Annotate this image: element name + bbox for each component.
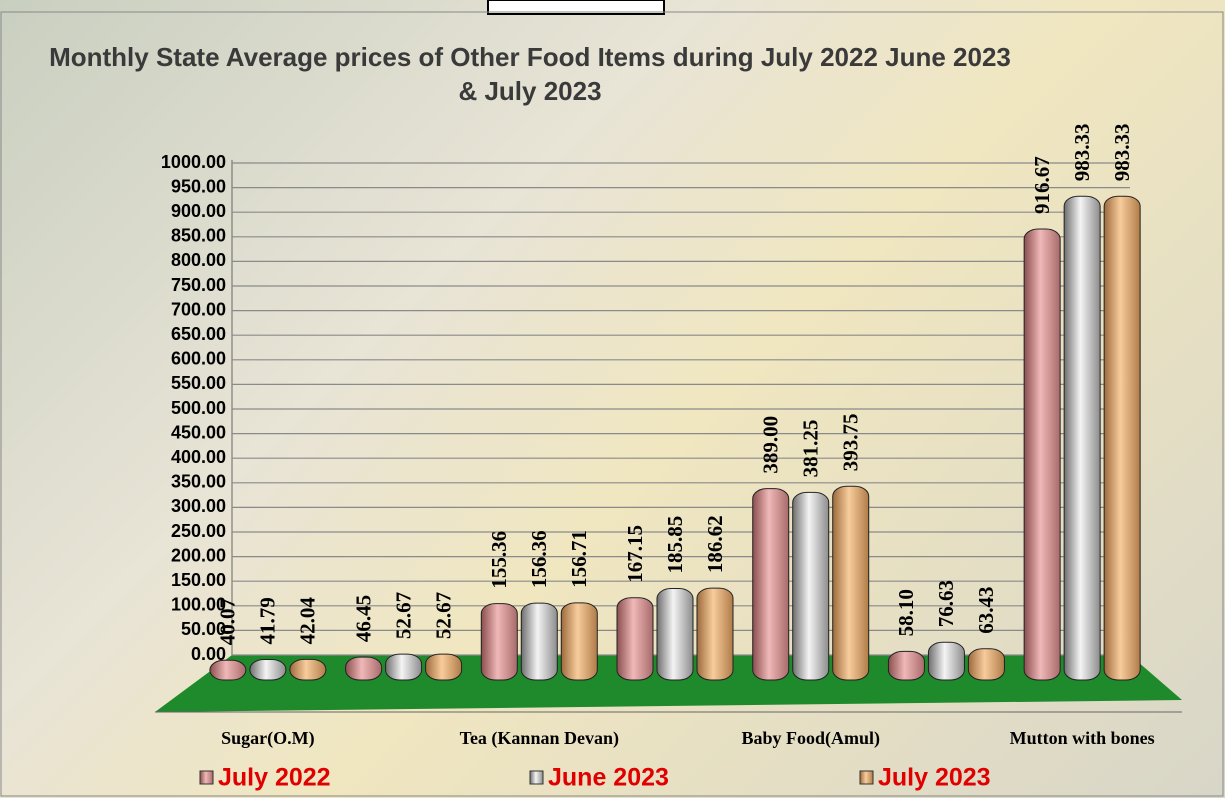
bar [1104, 196, 1140, 680]
value-label: 63.43 [974, 587, 998, 634]
y-tick-label: 1000.00 [161, 152, 226, 172]
legend-label: July 2022 [218, 764, 331, 792]
value-label: 393.75 [839, 414, 863, 472]
bar [561, 603, 597, 680]
value-label: 40.07 [216, 598, 240, 645]
bar [928, 642, 964, 680]
bar [521, 603, 557, 680]
y-tick-label: 300.00 [171, 496, 226, 516]
value-label: 916.67 [1030, 156, 1054, 214]
bar [968, 649, 1004, 680]
x-tick-label: Tea (Kannan Devan) [460, 728, 619, 749]
value-label: 381.25 [799, 420, 823, 478]
x-tick-label: Sugar(O.M) [221, 728, 315, 749]
y-tick-label: 850.00 [171, 226, 226, 246]
bar [386, 654, 422, 680]
y-tick-label: 200.00 [171, 545, 226, 565]
bar [346, 657, 382, 680]
value-label: 156.36 [527, 530, 551, 588]
value-label: 46.45 [351, 595, 375, 642]
bar [210, 660, 246, 680]
legend-label: July 2023 [878, 764, 991, 792]
value-label: 156.71 [567, 530, 591, 588]
value-label: 41.79 [256, 597, 280, 644]
y-tick-label: 650.00 [171, 324, 226, 344]
chart-canvas: 0.0050.00100.00150.00200.00250.00300.003… [0, 0, 1225, 798]
bar [833, 486, 869, 680]
value-label: 76.63 [934, 580, 958, 627]
chart: 0.0050.00100.00150.00200.00250.00300.003… [0, 0, 1225, 798]
y-tick-label: 250.00 [171, 521, 226, 541]
bar [657, 589, 693, 680]
bar [426, 654, 462, 680]
value-label: 52.67 [431, 592, 455, 639]
bar [697, 588, 733, 680]
x-tick-label: Mutton with bones [1010, 728, 1155, 748]
legend-swatch [200, 771, 213, 784]
value-label: 186.62 [703, 515, 727, 573]
bar [617, 598, 653, 680]
y-tick-label: 450.00 [171, 422, 226, 442]
y-tick-label: 800.00 [171, 250, 226, 270]
legend-swatch [530, 771, 543, 784]
bar [888, 651, 924, 680]
chart-title: Monthly State Average prices of Other Fo… [40, 40, 1020, 108]
y-tick-label: 750.00 [171, 275, 226, 295]
bar [481, 604, 517, 680]
y-tick-label: 500.00 [171, 398, 226, 418]
value-label: 167.15 [623, 525, 647, 583]
value-label: 52.67 [391, 592, 415, 639]
legend-swatch [860, 771, 873, 784]
y-tick-label: 550.00 [171, 373, 226, 393]
bar [753, 489, 789, 680]
value-label: 58.10 [894, 589, 918, 636]
legend-label: June 2023 [548, 764, 669, 792]
y-tick-label: 700.00 [171, 299, 226, 319]
bar [250, 659, 286, 680]
bar [290, 659, 326, 680]
value-label: 389.00 [759, 416, 783, 474]
y-tick-label: 350.00 [171, 472, 226, 492]
y-tick-label: 150.00 [171, 570, 226, 590]
value-label: 983.33 [1070, 123, 1094, 181]
y-tick-label: 950.00 [171, 176, 226, 196]
bar [793, 492, 829, 680]
y-tick-label: 400.00 [171, 447, 226, 467]
x-tick-label: Baby Food(Amul) [741, 728, 880, 749]
y-tick-label: 900.00 [171, 201, 226, 221]
bar [1064, 196, 1100, 680]
bar [1024, 229, 1060, 680]
value-label: 983.33 [1110, 123, 1134, 181]
value-label: 155.36 [487, 531, 511, 589]
value-label: 42.04 [296, 597, 320, 645]
y-tick-label: 600.00 [171, 349, 226, 369]
value-label: 185.85 [663, 516, 687, 574]
